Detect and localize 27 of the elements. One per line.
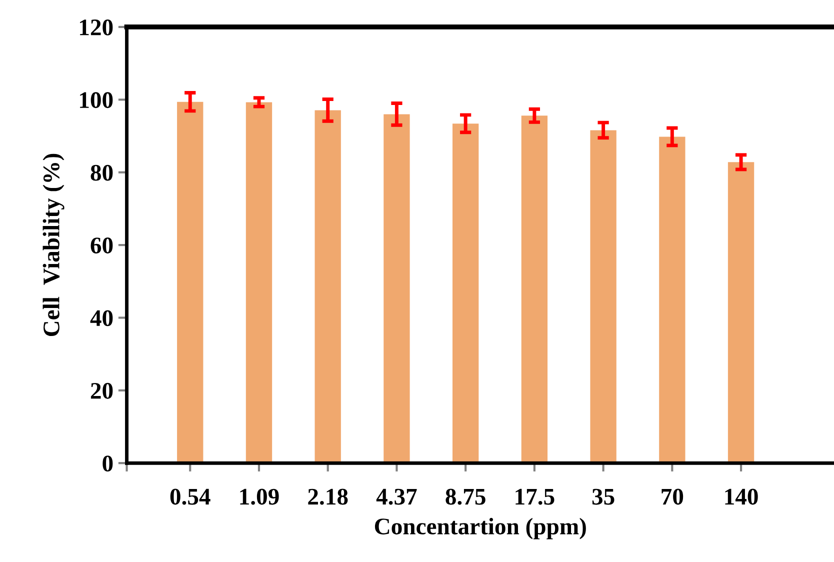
y-tick-label: 80 [90,164,113,181]
bar [246,102,272,464]
x-tick-label: 140 [725,488,758,505]
x-tick-label: 4.37 [376,488,417,505]
y-tick-label: 0 [102,456,113,472]
bar [314,110,341,464]
bar [521,116,548,464]
y-tick-label: 120 [80,19,113,36]
bar [590,130,616,464]
y-tick-label: 40 [90,310,113,326]
bar [452,124,479,464]
x-tick-label: 0.54 [170,488,210,505]
bar [384,114,410,464]
y-tick-label: 100 [80,92,113,108]
x-tick-label: 17.5 [516,488,554,505]
bar [659,136,686,464]
y-tick-label: 20 [90,382,113,399]
x-tick-label: 8.75 [446,488,486,505]
x-tick-label: 2.18 [308,488,348,505]
bar [728,162,754,464]
x-tick-label: 35 [592,488,614,505]
x-axis-title: Concentartion (ppm) [374,518,586,540]
bar [177,102,204,464]
x-tick-label: 70 [662,488,684,505]
x-tick-label: 1.09 [240,488,279,505]
y-axis-title: Cell Viability (%) [42,154,64,336]
y-tick-label: 60 [90,238,113,254]
